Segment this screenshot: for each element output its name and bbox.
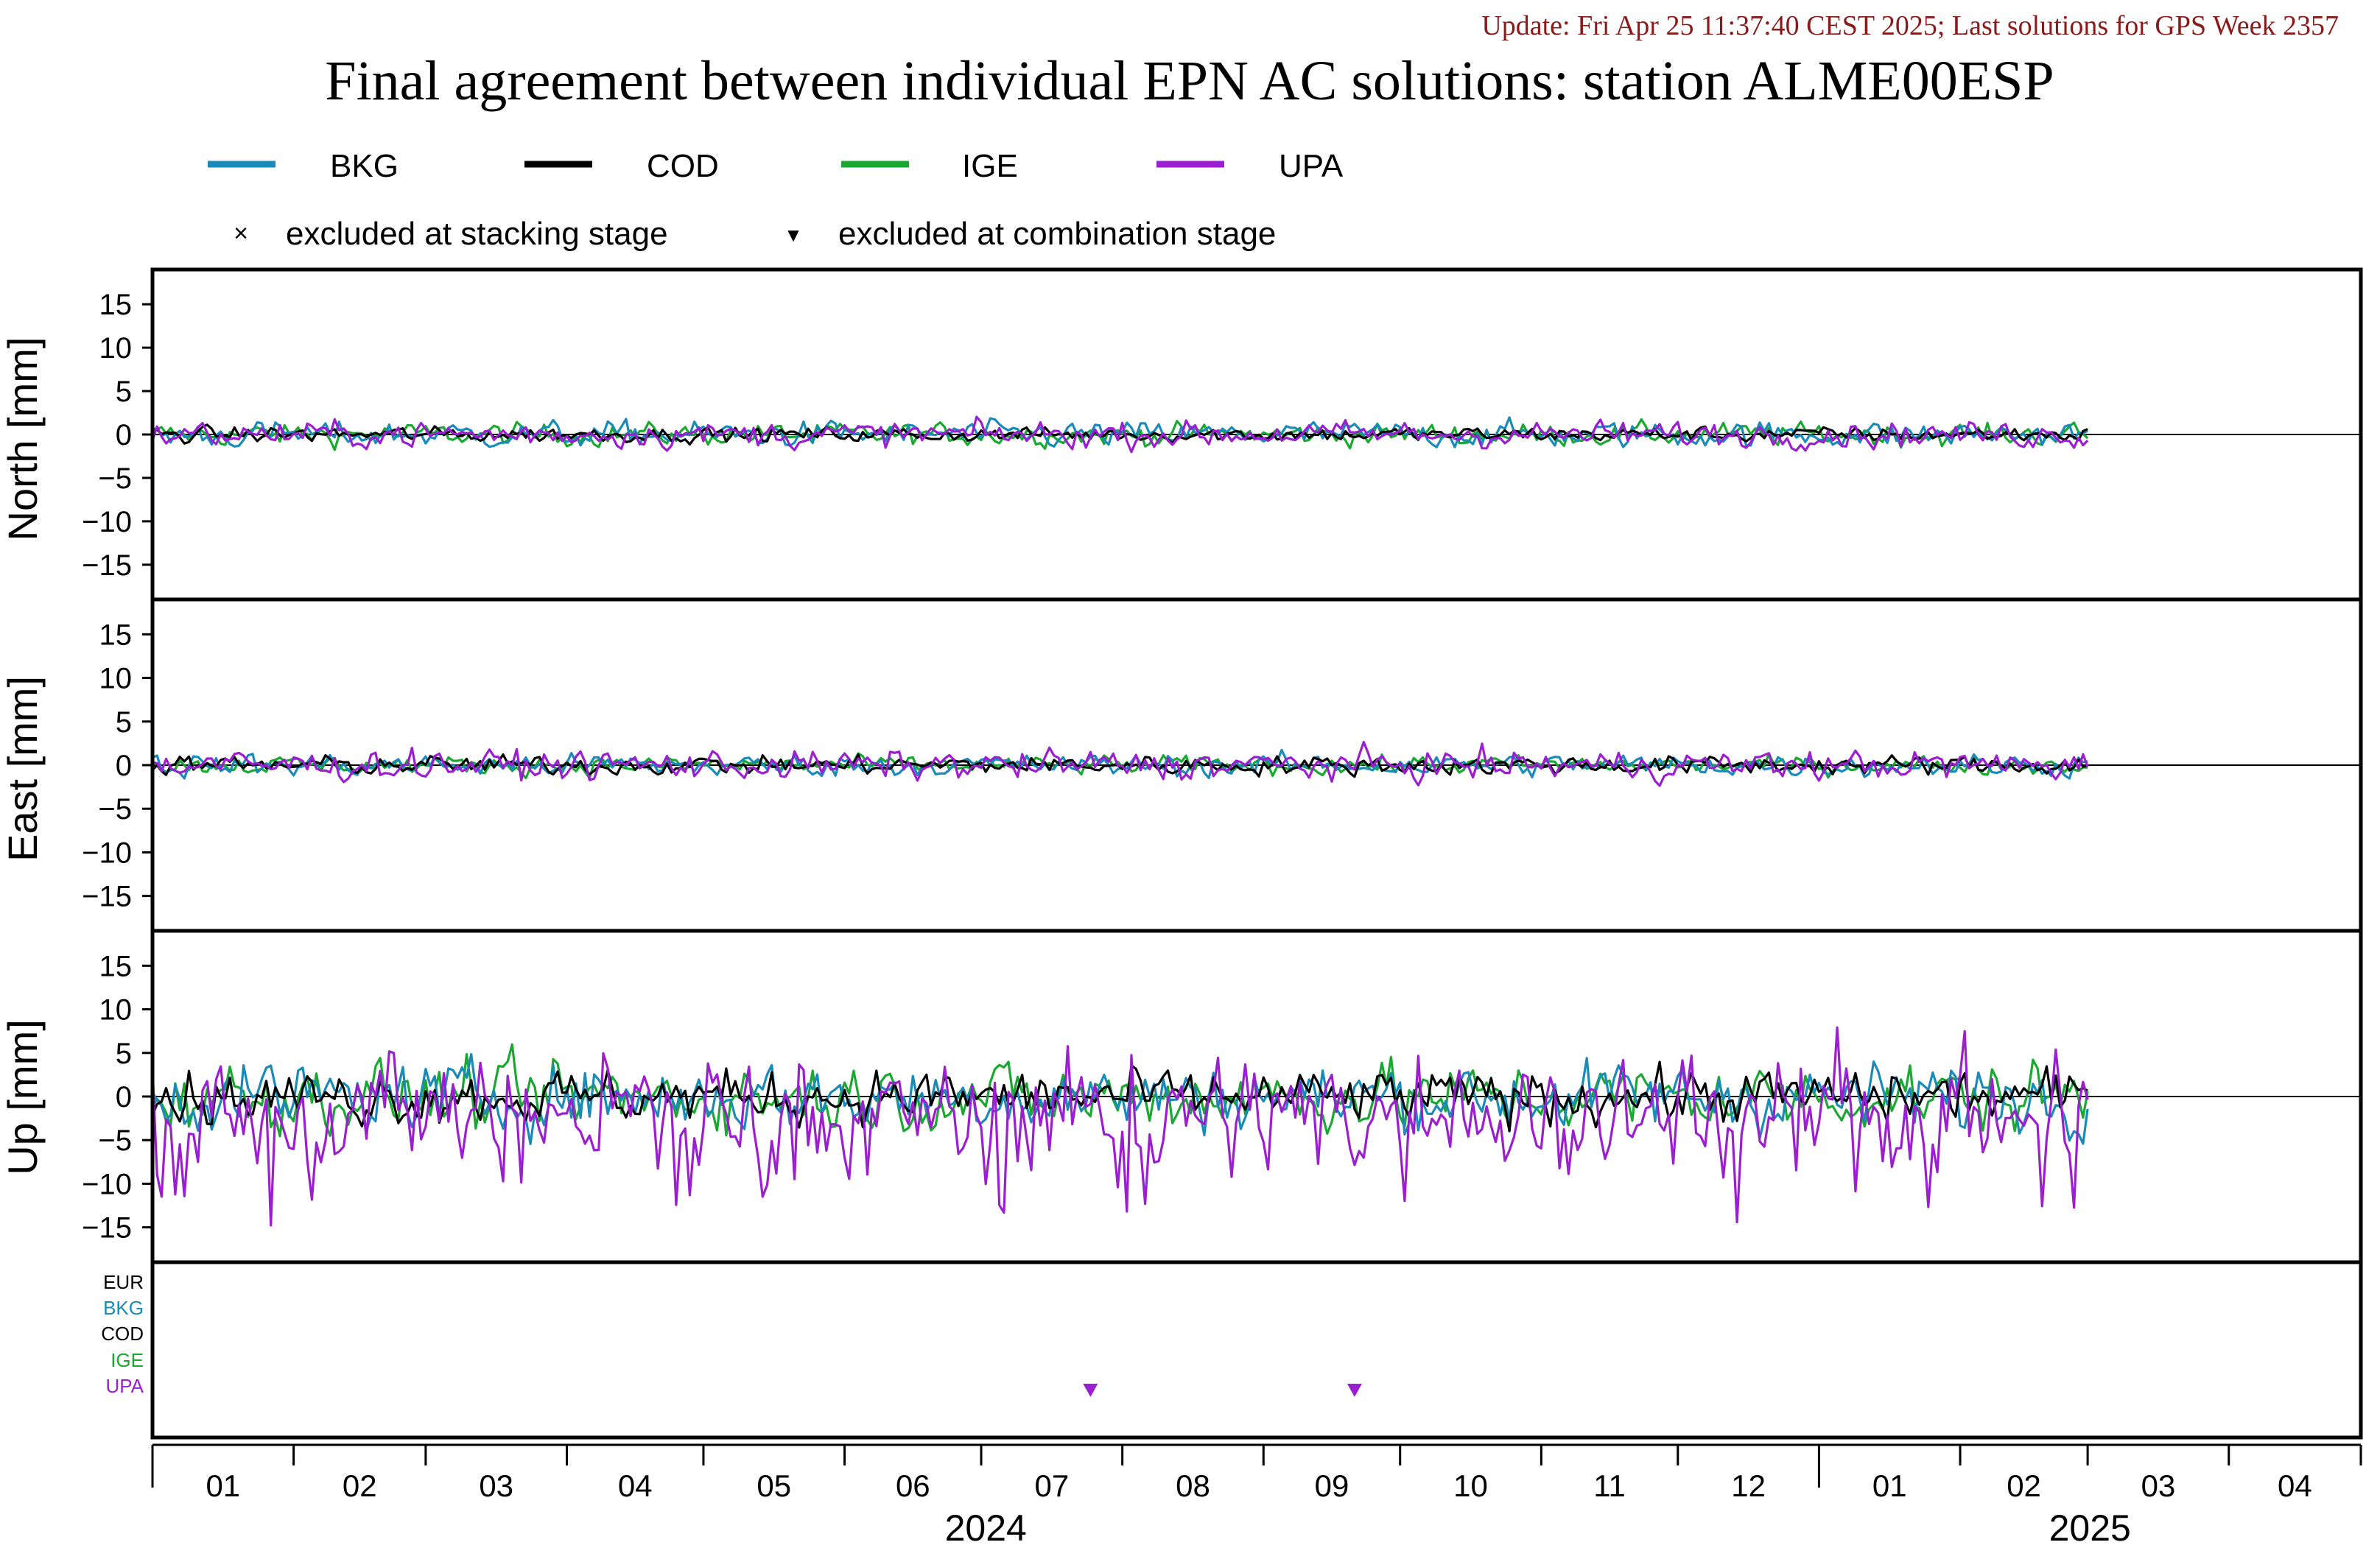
excl-label-bkg: BKG <box>103 1297 144 1319</box>
xtick-label-month: 04 <box>2278 1468 2312 1503</box>
legend-marker-combination: ▼ excluded at combination stage <box>784 216 1276 252</box>
chart-title: Final agreement between individual EPN A… <box>325 50 2054 112</box>
ytick-label: 10 <box>99 332 133 365</box>
xtick-label-month: 04 <box>618 1468 653 1503</box>
excl-label-upa: UPA <box>105 1375 144 1397</box>
series-line-upa <box>151 1026 2089 1227</box>
legend-label-combination: excluded at combination stage <box>838 216 1276 252</box>
triangle-marker-icon: ▼ <box>784 224 803 246</box>
ytick-label: −15 <box>82 881 132 913</box>
ytick-label: 5 <box>116 706 132 739</box>
legend-item-cod: COD <box>524 148 719 184</box>
series-line-cod <box>151 753 2088 778</box>
ytick-label: 10 <box>99 994 133 1027</box>
panel-north: North [mm] 15 10 5 0 −5 −10 −15 <box>0 267 2363 602</box>
xtick-label-month: 03 <box>2141 1468 2176 1503</box>
ytick-label: −5 <box>98 793 132 826</box>
series-line-upa <box>151 415 2089 454</box>
yticks-east: 15 10 5 0 −5 −10 −15 <box>82 619 152 913</box>
ytick-label: −10 <box>82 1168 132 1200</box>
ytick-label: 15 <box>99 289 133 321</box>
legend-label-bkg: BKG <box>330 148 399 184</box>
ytick-label: 10 <box>99 663 133 695</box>
ytick-label: −15 <box>82 1212 132 1245</box>
series-line-ige <box>152 752 2088 780</box>
ytick-label: −5 <box>98 462 132 495</box>
exclusion-marker <box>1347 1384 1362 1397</box>
xtick-label-month: 02 <box>343 1468 377 1503</box>
xtick-label-month: 10 <box>1453 1468 1488 1503</box>
legend-item-upa: UPA <box>1156 148 1344 184</box>
ytick-label: −10 <box>82 837 132 869</box>
x-axis: 01 02 03 04 05 06 07 08 09 10 11 12 01 02 03 04 2024 2025 <box>151 1443 2362 1545</box>
series-line-upa <box>152 740 2089 787</box>
xtick-label-month: 07 <box>1034 1468 1069 1503</box>
ytick-label: 15 <box>99 950 133 982</box>
ytick-label: 0 <box>116 750 132 782</box>
series-north <box>151 415 2089 454</box>
excl-label-eur: EUR <box>103 1271 144 1293</box>
excl-label-cod: COD <box>101 1323 144 1345</box>
cross-marker-icon: × <box>234 219 248 247</box>
legend-label-upa: UPA <box>1279 148 1344 184</box>
xtick-label-month: 02 <box>2007 1468 2041 1503</box>
update-notice: Update: Fri Apr 25 11:37:40 CEST 2025; L… <box>1481 10 2339 41</box>
series-line-bkg <box>151 1052 2089 1146</box>
ytick-label: 0 <box>116 1081 132 1113</box>
panel-exclusions: EUR BKG COD IGE UPA <box>101 1260 2363 1440</box>
legend-label-stacking: excluded at stacking stage <box>286 216 668 252</box>
exclusion-marker <box>1083 1384 1098 1397</box>
excl-label-ige: IGE <box>110 1349 144 1371</box>
xtick-label-month: 01 <box>206 1468 240 1503</box>
ytick-label: −10 <box>82 506 132 538</box>
xtick-label-year: 2024 <box>945 1507 1027 1545</box>
legend: BKG COD IGE UPA × excluded at stacking s… <box>208 148 1344 252</box>
legend-label-cod: COD <box>647 148 719 184</box>
ytick-label: −5 <box>98 1125 132 1157</box>
xtick-label-month: 03 <box>479 1468 513 1503</box>
legend-item-bkg: BKG <box>208 148 399 184</box>
ytick-label: 5 <box>116 1038 132 1070</box>
xtick-label-month: 08 <box>1176 1468 1210 1503</box>
series-line-cod <box>151 1060 2088 1133</box>
legend-label-ige: IGE <box>962 148 1018 184</box>
ytick-label: 0 <box>116 419 132 451</box>
exclusion-markers <box>1083 1384 1362 1397</box>
legend-marker-stacking: × excluded at stacking stage <box>234 216 667 252</box>
ylabel-east: East [mm] <box>0 676 46 862</box>
xtick-label-month: 01 <box>1872 1468 1907 1503</box>
panel-up: Up [mm] 15 10 5 0 −5 −10 −15 <box>0 929 2363 1264</box>
xtick-label-month: 06 <box>896 1468 930 1503</box>
xtick-label-month: 05 <box>757 1468 791 1503</box>
yticks-up: 15 10 5 0 −5 −10 −15 <box>82 950 152 1245</box>
panel-east: East [mm] 15 10 5 0 −5 −10 −15 <box>0 597 2363 933</box>
series-east <box>151 740 2089 787</box>
ylabel-north: North [mm] <box>0 337 46 541</box>
series-up <box>151 1026 2089 1227</box>
xtick-label-month: 11 <box>1593 1468 1626 1503</box>
xtick-label-month: 12 <box>1731 1468 1766 1503</box>
legend-item-ige: IGE <box>841 148 1018 184</box>
xtick-label-month: 09 <box>1315 1468 1349 1503</box>
ytick-label: −15 <box>82 549 132 582</box>
yticks-north: 15 10 5 0 −5 −10 −15 <box>82 289 152 582</box>
xtick-label-year: 2025 <box>2049 1507 2131 1545</box>
ytick-label: 15 <box>99 619 133 651</box>
panel-frame-exclusions <box>150 1260 2363 1440</box>
ylabel-up: Up [mm] <box>0 1019 46 1175</box>
ytick-label: 5 <box>116 376 132 408</box>
